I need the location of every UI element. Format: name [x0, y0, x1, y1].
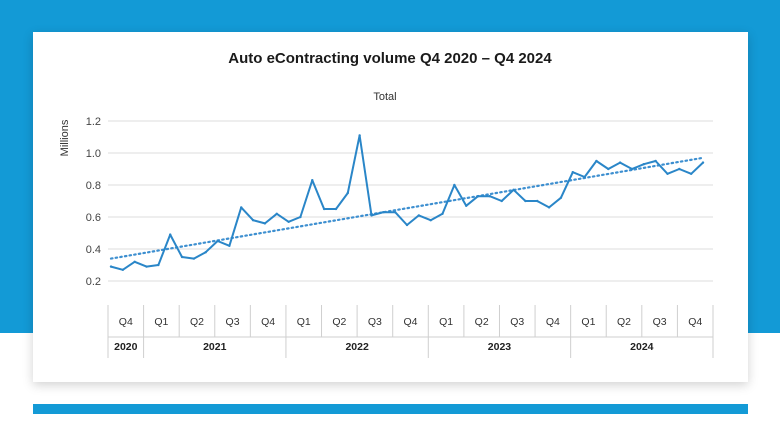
year-label: 2023 [488, 341, 512, 353]
trend-line [109, 156, 705, 260]
quarter-label: Q3 [226, 316, 240, 328]
data-point [216, 239, 219, 243]
y-tick-label: 1.0 [86, 148, 101, 160]
data-point [204, 251, 207, 254]
data-point [263, 222, 267, 225]
quarter-label: Q4 [546, 316, 560, 328]
data-point [453, 183, 456, 187]
quarter-label: Q1 [439, 316, 453, 328]
quarter-label: Q3 [653, 316, 667, 328]
year-label: 2021 [203, 341, 227, 353]
data-point [240, 206, 243, 209]
quarter-label: Q2 [190, 316, 204, 328]
quarter-label: Q4 [403, 316, 417, 328]
quarter-label: Q4 [119, 316, 133, 328]
quarter-label: Q4 [688, 316, 702, 328]
data-point [583, 175, 586, 179]
quarter-label: Q1 [297, 316, 311, 328]
data-point [322, 207, 326, 211]
data-point [251, 219, 255, 222]
line-chart: Auto eContracting volume Q4 2020 – Q4 20… [59, 50, 714, 358]
data-point [346, 191, 349, 195]
y-tick-label: 0.8 [86, 180, 101, 192]
data-point [275, 212, 278, 215]
quarter-label: Q1 [581, 316, 595, 328]
quarter-label: Q1 [154, 316, 168, 328]
data-point [465, 204, 468, 207]
y-tick-label: 0.4 [86, 244, 101, 256]
data-point [157, 263, 160, 267]
year-label: 2024 [630, 341, 654, 353]
quarter-label: Q2 [475, 316, 489, 328]
data-point [571, 171, 574, 174]
data-point [121, 268, 125, 271]
data-point [524, 199, 527, 203]
data-point [358, 134, 361, 137]
data-point [512, 188, 515, 191]
data-point [595, 159, 598, 163]
quarter-label: Q4 [261, 316, 275, 328]
y-tick-labels: 0.2 0.4 0.6 0.8 1.0 1.2 [86, 116, 101, 288]
data-point [547, 206, 551, 209]
data-point [405, 223, 409, 227]
data-point [666, 172, 669, 175]
quarter-label: Q3 [368, 316, 382, 328]
data-point [145, 265, 148, 268]
data-point [192, 257, 196, 260]
quarter-label: Q2 [332, 316, 346, 328]
data-point [311, 179, 314, 182]
data-point [133, 260, 136, 263]
data-point [370, 214, 373, 217]
data-point [630, 167, 634, 171]
chart-subtitle: Total [373, 91, 396, 103]
data-point [618, 161, 622, 164]
y-axis-label: Millions [59, 119, 71, 156]
data-point [109, 265, 113, 268]
data-point [382, 211, 385, 214]
data-point [299, 215, 302, 219]
x-axis-category-table: 2020 2021 2022 2023 2024 Q4 Q1 Q2 Q3 Q4 Q1 Q2 Q3 Q4 Q1… [107, 305, 714, 358]
data-point [287, 220, 290, 223]
chart-card: Auto eContracting volume Q4 2020 – Q4 20… [33, 32, 748, 382]
data-point [536, 199, 539, 203]
series-layer [109, 134, 705, 271]
data-point [654, 159, 657, 163]
data-point [180, 255, 184, 259]
data-point [228, 244, 231, 247]
data-point [678, 167, 681, 171]
data-point [169, 233, 172, 236]
data-point [417, 214, 421, 217]
data-point [334, 207, 338, 211]
bottom-accent-bar [33, 404, 748, 414]
data-point [393, 211, 397, 214]
data-point [476, 195, 480, 198]
data-point [689, 172, 693, 175]
data-point [441, 212, 444, 215]
data-point [429, 219, 432, 222]
year-label: 2020 [114, 341, 138, 353]
y-tick-label: 1.2 [86, 116, 101, 128]
chart-title: Auto eContracting volume Q4 2020 – Q4 20… [228, 50, 552, 67]
data-point [607, 167, 610, 171]
quarter-label: Q3 [510, 316, 524, 328]
year-label: 2022 [345, 341, 369, 353]
series-line-total [110, 134, 704, 271]
quarter-label: Q2 [617, 316, 631, 328]
data-point [701, 161, 705, 164]
data-point [500, 199, 503, 203]
y-tick-label: 0.2 [86, 276, 101, 288]
data-point [488, 195, 492, 198]
y-tick-label: 0.6 [86, 212, 101, 224]
data-point [559, 196, 563, 199]
data-point [642, 163, 645, 166]
